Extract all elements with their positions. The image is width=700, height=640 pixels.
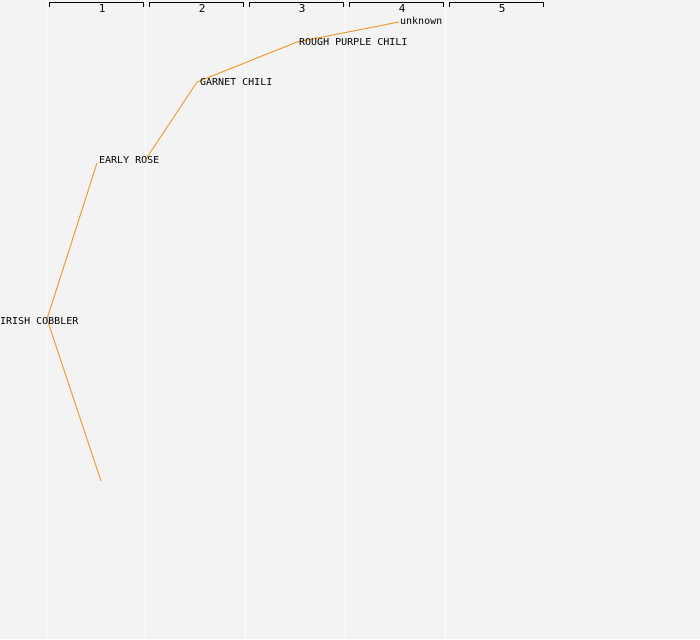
node-label-irish-cobbler: IRISH COBBLER — [0, 316, 79, 327]
node-label-unknown: unknown — [400, 16, 443, 27]
generation-label-2: 2 — [198, 2, 206, 15]
pedigree-line — [46, 162, 102, 482]
generation-bracket-2 — [149, 2, 244, 7]
generation-label-4: 4 — [398, 2, 406, 15]
generation-label-3: 3 — [298, 2, 306, 15]
node-label-early-rose: EARLY ROSE — [99, 155, 160, 166]
generation-bracket-3 — [249, 2, 344, 7]
generation-bracket-4 — [349, 2, 444, 7]
node-label-garnet-chili: GARNET CHILI — [200, 77, 273, 88]
generation-bracket-1 — [49, 2, 144, 7]
generation-bracket-5 — [449, 2, 544, 7]
node-label-rough-purple-chili: ROUGH PURPLE CHILI — [299, 37, 408, 48]
generation-label-5: 5 — [498, 2, 506, 15]
pedigree-line — [145, 21, 400, 160]
generation-label-1: 1 — [98, 2, 106, 15]
